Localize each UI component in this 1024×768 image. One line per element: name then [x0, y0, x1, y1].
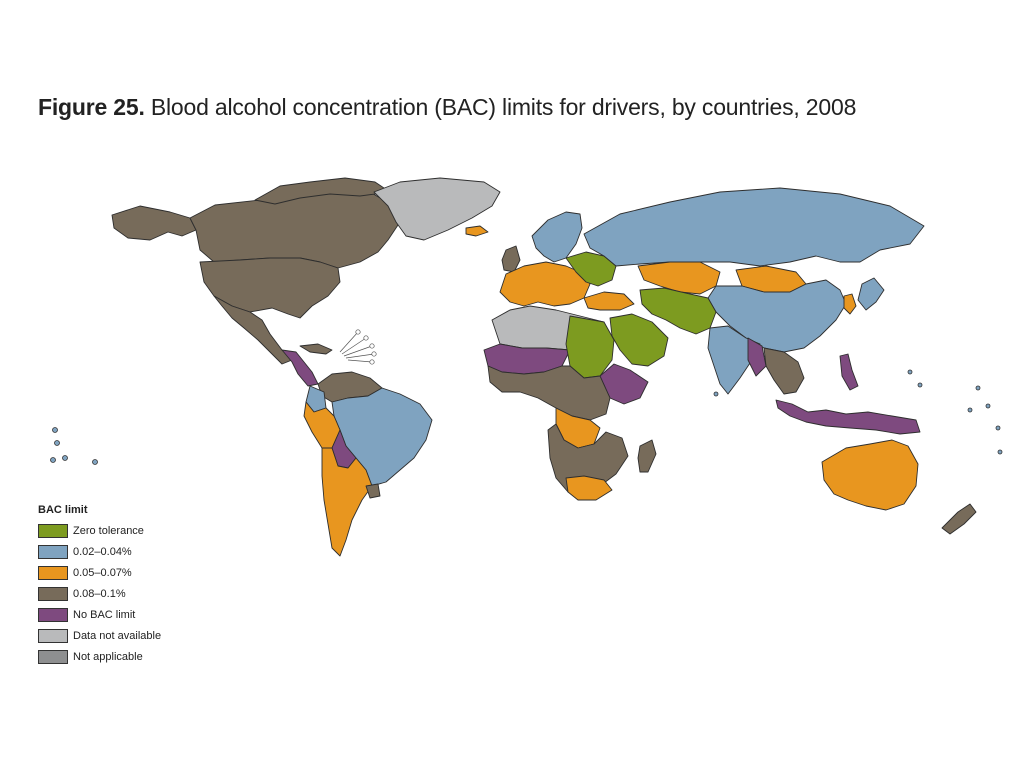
- region-scandinavia: [531, 211, 583, 263]
- figure-number: Figure 25.: [38, 94, 145, 120]
- region-australia: [821, 439, 919, 511]
- legend-swatch: [38, 586, 68, 601]
- region-mexico: [213, 295, 293, 365]
- region-china: [707, 279, 847, 353]
- legend-label: Data not available: [73, 629, 162, 642]
- legend: BAC limit Zero tolerance 0.02–0.04% 0.05…: [38, 504, 161, 667]
- legend-label: Not applicable: [73, 650, 143, 663]
- island-marker: [917, 382, 923, 388]
- region-indonesia: [775, 399, 921, 435]
- legend-label: 0.08–0.1%: [73, 587, 126, 600]
- figure-title: Figure 25. Blood alcohol concentration (…: [38, 94, 856, 121]
- caribbean-callouts: [339, 329, 377, 365]
- region-arabia: [609, 313, 669, 367]
- region-central-america: [281, 349, 319, 387]
- legend-swatch: [38, 523, 68, 538]
- island-marker: [50, 457, 56, 463]
- legend-label: 0.05–0.07%: [73, 566, 132, 579]
- region-eastern-europe: [565, 251, 617, 287]
- legend-item: 0.05–0.07%: [38, 562, 161, 583]
- island-marker: [997, 449, 1003, 455]
- legend-label: No BAC limit: [73, 608, 136, 621]
- legend-item: No BAC limit: [38, 604, 161, 625]
- region-caribbean: [299, 343, 333, 355]
- island-marker: [995, 425, 1001, 431]
- region-south-africa: [565, 475, 613, 501]
- region-new-zealand: [941, 503, 977, 535]
- legend-label: Zero tolerance: [73, 524, 144, 537]
- region-myanmar: [747, 337, 767, 377]
- small-islands: [50, 369, 1003, 465]
- region-central-asia: [639, 287, 717, 335]
- region-philippines: [839, 353, 859, 391]
- legend-item: 0.08–0.1%: [38, 583, 161, 604]
- region-russia: [583, 187, 925, 267]
- island-marker: [967, 407, 973, 413]
- island-marker: [54, 440, 60, 446]
- island-marker: [907, 369, 913, 375]
- region-southern-africa: [547, 423, 629, 493]
- legend-swatch: [38, 565, 68, 580]
- legend-swatch: [38, 607, 68, 622]
- region-india: [707, 325, 761, 395]
- region-japan: [857, 277, 885, 311]
- region-turkey: [583, 291, 635, 311]
- legend-swatch: [38, 649, 68, 664]
- legend-item: Zero tolerance: [38, 520, 161, 541]
- region-madagascar: [637, 439, 657, 473]
- world-map: [50, 177, 1003, 557]
- figure-caption: Blood alcohol concentration (BAC) limits…: [150, 94, 857, 120]
- island-marker: [985, 403, 991, 409]
- legend-item: Not applicable: [38, 646, 161, 667]
- region-alaska: [111, 205, 197, 241]
- legend-swatch: [38, 628, 68, 643]
- region-western-europe: [499, 261, 591, 307]
- region-uk: [501, 245, 521, 273]
- region-iceland: [465, 225, 489, 237]
- region-uruguay: [365, 483, 381, 499]
- legend-label: 0.02–0.04%: [73, 545, 132, 558]
- region-southeast-asia: [763, 347, 805, 395]
- island-marker: [62, 455, 68, 461]
- region-kazakhstan: [637, 261, 721, 295]
- region-korea: [843, 293, 857, 315]
- legend-title: BAC limit: [38, 504, 88, 516]
- island-marker: [92, 459, 98, 465]
- region-west-central-africa: [487, 365, 611, 421]
- region-canada: [189, 187, 399, 269]
- region-usa: [199, 257, 341, 319]
- legend-items: Zero tolerance 0.02–0.04% 0.05–0.07% 0.0…: [38, 520, 161, 667]
- region-greenland: [373, 177, 501, 241]
- island-marker: [713, 391, 719, 397]
- region-horn-of-africa: [599, 363, 649, 405]
- legend-item: Data not available: [38, 625, 161, 646]
- legend-item: 0.02–0.04%: [38, 541, 161, 562]
- island-marker: [975, 385, 981, 391]
- island-marker: [52, 427, 58, 433]
- legend-swatch: [38, 544, 68, 559]
- region-southern-cone: [321, 447, 373, 557]
